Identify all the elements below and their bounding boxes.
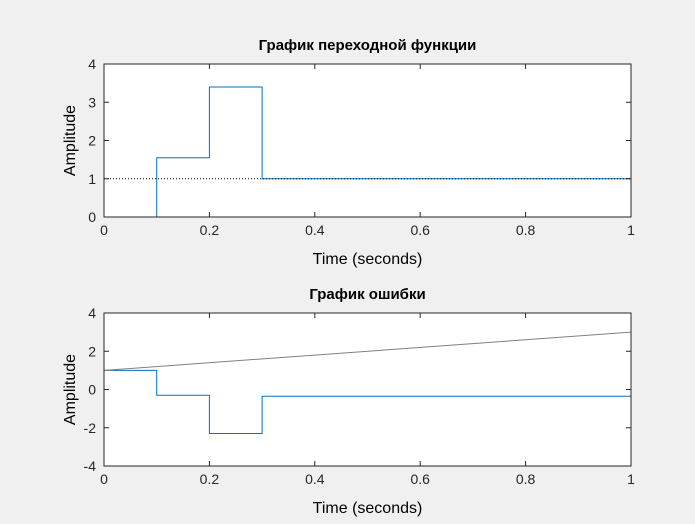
y-tick-label: 4 (88, 56, 96, 72)
y-tick-label: 2 (88, 343, 96, 359)
x-tick-label: 0.2 (200, 471, 220, 487)
series-group (104, 331, 631, 434)
x-tick-label: 0.6 (410, 222, 430, 238)
y-axis-label: Amplitude (62, 354, 79, 425)
x-tick-label: 1 (627, 222, 635, 238)
step-response-line-1 (104, 86, 631, 217)
x-tick-label: 0 (100, 222, 108, 238)
x-tick-label: 0.4 (305, 471, 325, 487)
x-tick-label: 0.8 (516, 222, 536, 238)
y-tick-label: 0 (88, 209, 96, 225)
y-axis-label: Amplitude (62, 105, 79, 176)
x-tick-label: 0.4 (305, 222, 325, 238)
x-tick-label: 1 (627, 471, 635, 487)
y-tick-label: 3 (88, 94, 96, 110)
series-group (104, 86, 631, 217)
input-ramp-line-2 (104, 331, 631, 371)
x-axis-label: Time (seconds) (313, 251, 423, 268)
x-tick-label: 0.2 (200, 222, 220, 238)
plot-area (104, 64, 631, 217)
chart-2: 0 0.2 0.4 0.6 0.8 1 -4 -2 0 2 4 График ошибки Time (… (62, 286, 635, 517)
y-tick-label: 4 (88, 305, 96, 321)
chart-title: График ошибки (309, 286, 425, 303)
x-tick-label: 0.6 (410, 471, 430, 487)
chart-title: График переходной функции (259, 37, 477, 54)
chart-1: 0 0.2 0.4 0.6 0.8 1 0 1 2 3 4 График переходной фун… (62, 37, 635, 268)
x-tick-label: 0 (100, 471, 108, 487)
step-response-line-1 (104, 369, 631, 434)
y-tick-label: -2 (84, 420, 97, 436)
y-tick-label: 2 (88, 133, 96, 149)
y-tick-label: 1 (88, 171, 96, 187)
x-axis-label: Time (seconds) (313, 500, 423, 517)
x-tick-label: 0.8 (516, 471, 536, 487)
plot-area (104, 313, 631, 466)
y-tick-label: 0 (88, 382, 96, 398)
y-tick-label: -4 (84, 458, 97, 474)
